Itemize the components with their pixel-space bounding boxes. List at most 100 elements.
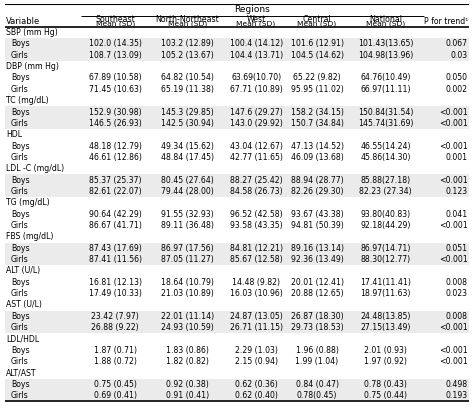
Text: <0.001: <0.001	[439, 357, 468, 366]
Text: Mean (SD): Mean (SD)	[96, 21, 135, 27]
Text: 46.09 (13.68): 46.09 (13.68)	[291, 153, 343, 162]
Text: Boys: Boys	[11, 244, 29, 253]
Text: Girls: Girls	[11, 357, 29, 366]
Bar	[5, 390, 469, 402]
Bar	[5, 72, 469, 84]
Text: 18.64 (10.79): 18.64 (10.79)	[161, 278, 214, 287]
Text: 46.61 (12.86): 46.61 (12.86)	[89, 153, 142, 162]
Text: 84.81 (12.21): 84.81 (12.21)	[229, 244, 283, 253]
Text: 87.41 (11.56): 87.41 (11.56)	[89, 255, 142, 264]
Text: Girls: Girls	[11, 323, 29, 332]
Text: 64.82 (10.54): 64.82 (10.54)	[161, 73, 214, 83]
Text: 152.9 (30.98): 152.9 (30.98)	[89, 108, 142, 116]
Text: 0.123: 0.123	[446, 187, 468, 196]
Text: 0.002: 0.002	[446, 85, 468, 94]
Text: P for trend¹: P for trend¹	[424, 17, 469, 26]
Text: 104.4 (13.71): 104.4 (13.71)	[229, 51, 283, 60]
Text: Girls: Girls	[11, 221, 29, 230]
Text: Girls: Girls	[11, 391, 29, 400]
Text: 24.87 (13.05): 24.87 (13.05)	[230, 312, 283, 321]
Text: 20.88 (12.65): 20.88 (12.65)	[291, 289, 343, 298]
Text: 92.18(44.29): 92.18(44.29)	[360, 221, 411, 230]
Text: 26.71 (11.15): 26.71 (11.15)	[229, 323, 283, 332]
Text: Girls: Girls	[11, 153, 29, 162]
Text: 87.43 (17.69): 87.43 (17.69)	[89, 244, 142, 253]
Bar	[5, 141, 469, 152]
Text: <0.001: <0.001	[439, 108, 468, 116]
Text: Variable: Variable	[6, 17, 41, 26]
Text: 0.023: 0.023	[446, 289, 468, 298]
Text: 48.84 (17.45): 48.84 (17.45)	[161, 153, 214, 162]
Text: West: West	[246, 15, 266, 24]
Text: 82.61 (22.07): 82.61 (22.07)	[89, 187, 142, 196]
Text: 85.67 (12.58): 85.67 (12.58)	[230, 255, 283, 264]
Text: 0.041: 0.041	[446, 210, 468, 219]
Text: 0.92 (0.38): 0.92 (0.38)	[166, 380, 209, 389]
Text: 0.75 (0.45): 0.75 (0.45)	[94, 380, 137, 389]
Text: <0.001: <0.001	[439, 323, 468, 332]
Text: 0.62 (0.36): 0.62 (0.36)	[235, 380, 277, 389]
Text: National: National	[369, 15, 402, 24]
Text: <0.001: <0.001	[439, 119, 468, 128]
Text: 1.88 (0.72): 1.88 (0.72)	[94, 357, 137, 366]
Bar	[5, 118, 469, 129]
Text: 0.193: 0.193	[446, 391, 468, 400]
Text: Girls: Girls	[11, 289, 29, 298]
Text: 86.67 (41.71): 86.67 (41.71)	[89, 221, 142, 230]
Text: DBP (mm Hg): DBP (mm Hg)	[6, 62, 59, 71]
Text: 0.008: 0.008	[446, 278, 468, 287]
Text: 2.15 (0.94): 2.15 (0.94)	[235, 357, 278, 366]
Text: 17.49 (10.33): 17.49 (10.33)	[89, 289, 142, 298]
Text: LDL -C (mg/dL): LDL -C (mg/dL)	[6, 164, 64, 173]
Text: 150.7 (34.84): 150.7 (34.84)	[291, 119, 344, 128]
Text: 87.05 (11.27): 87.05 (11.27)	[161, 255, 214, 264]
Text: Mean (SD): Mean (SD)	[366, 21, 405, 27]
Text: 96.52 (42.58): 96.52 (42.58)	[230, 210, 283, 219]
Text: 88.30(12.77): 88.30(12.77)	[361, 255, 410, 264]
Text: Girls: Girls	[11, 255, 29, 264]
Text: 0.008: 0.008	[446, 312, 468, 321]
Text: 2.29 (1.03): 2.29 (1.03)	[235, 346, 278, 355]
Text: 85.88(27.18): 85.88(27.18)	[361, 176, 410, 185]
Bar	[5, 208, 469, 220]
Text: 46.55(14.24): 46.55(14.24)	[360, 141, 411, 151]
Bar	[5, 379, 469, 390]
Text: Boys: Boys	[11, 176, 29, 185]
Text: 18.97(11.63): 18.97(11.63)	[360, 289, 411, 298]
Text: Boys: Boys	[11, 141, 29, 151]
Text: Girls: Girls	[11, 119, 29, 128]
Text: 0.498: 0.498	[446, 380, 468, 389]
Text: North-Northeast: North-Northeast	[155, 15, 219, 24]
Text: 0.75 (0.44): 0.75 (0.44)	[364, 391, 407, 400]
Text: 1.99 (1.04): 1.99 (1.04)	[295, 357, 338, 366]
Text: 67.71 (10.89): 67.71 (10.89)	[230, 85, 283, 94]
Text: 93.67 (43.38): 93.67 (43.38)	[291, 210, 343, 219]
Text: 84.58 (26.73): 84.58 (26.73)	[230, 187, 283, 196]
Text: 82.26 (29.30): 82.26 (29.30)	[291, 187, 343, 196]
Text: 158.2 (34.15): 158.2 (34.15)	[291, 108, 344, 116]
Text: 93.80(40.83): 93.80(40.83)	[361, 210, 410, 219]
Text: Central: Central	[302, 15, 331, 24]
Text: 88.27 (25.42): 88.27 (25.42)	[230, 176, 283, 185]
Text: 104.5 (14.62): 104.5 (14.62)	[291, 51, 344, 60]
Text: HDL: HDL	[6, 130, 22, 139]
Bar	[5, 220, 469, 231]
Text: 95.95 (11.02): 95.95 (11.02)	[291, 85, 343, 94]
Text: 16.03 (10.96): 16.03 (10.96)	[230, 289, 283, 298]
Text: 0.84 (0.47): 0.84 (0.47)	[295, 380, 338, 389]
Text: 102.0 (14.35): 102.0 (14.35)	[89, 39, 142, 48]
Text: 64.76(10.49): 64.76(10.49)	[360, 73, 411, 83]
Bar	[5, 276, 469, 288]
Text: 45.86(14.30): 45.86(14.30)	[360, 153, 411, 162]
Text: 65.22 (9.82): 65.22 (9.82)	[293, 73, 341, 83]
Bar	[5, 345, 469, 356]
Text: 92.36 (13.49): 92.36 (13.49)	[291, 255, 343, 264]
Text: 145.3 (29.85): 145.3 (29.85)	[161, 108, 214, 116]
Text: 49.34 (15.62): 49.34 (15.62)	[161, 141, 214, 151]
Text: Southeast: Southeast	[95, 15, 135, 24]
Text: 88.94 (28.77): 88.94 (28.77)	[291, 176, 343, 185]
Text: 145.74(31.69): 145.74(31.69)	[358, 119, 413, 128]
Text: 0.91 (0.41): 0.91 (0.41)	[166, 391, 209, 400]
Text: Girls: Girls	[11, 51, 29, 60]
Text: Boys: Boys	[11, 73, 29, 83]
